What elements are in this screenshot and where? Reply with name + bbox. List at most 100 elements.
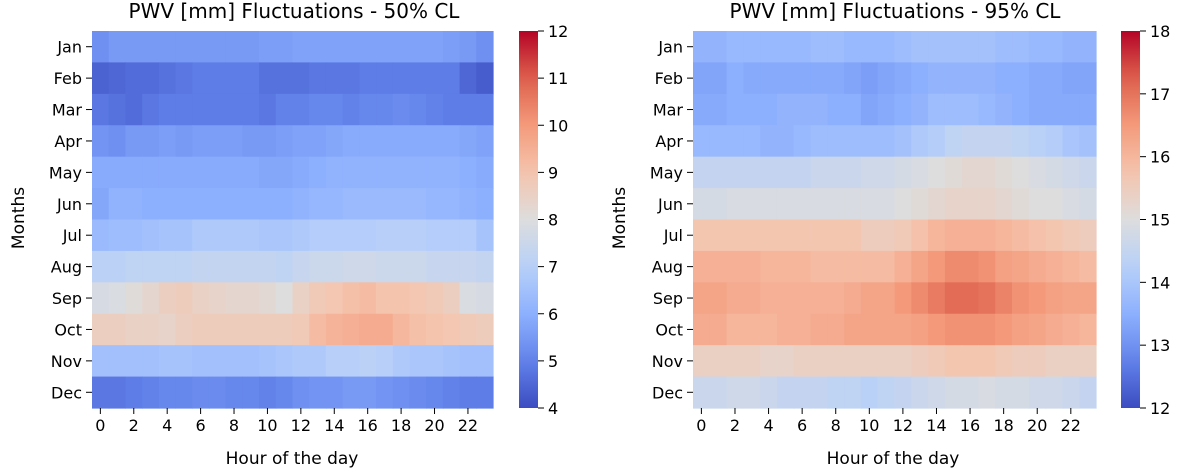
heatmap-cell <box>928 250 946 283</box>
heatmap-cell <box>961 188 980 221</box>
heatmap-cell <box>242 188 260 221</box>
heatmap-cell <box>877 62 896 95</box>
heatmap-cell <box>961 345 980 378</box>
heatmap-cell <box>726 156 744 189</box>
heatmap-cell <box>894 125 912 158</box>
heatmap-cell <box>1045 282 1064 315</box>
x-tick-label: 18 <box>993 416 1013 435</box>
heatmap-cell <box>476 156 494 189</box>
heatmap-cell <box>175 345 193 378</box>
x-tick-label: 20 <box>1027 416 1047 435</box>
heatmap-cell <box>459 188 477 221</box>
heatmap-cell <box>793 313 812 346</box>
heatmap-cell <box>944 219 963 252</box>
heatmap-cell <box>793 376 812 409</box>
heatmap-cell <box>359 125 377 158</box>
heatmap-cell <box>325 125 344 158</box>
heatmap-cell <box>1062 282 1080 315</box>
heatmap-cell <box>860 93 879 126</box>
heatmap-cell <box>1012 345 1030 378</box>
x-tick-label: 2 <box>129 416 139 435</box>
heatmap-cell <box>309 93 327 126</box>
x-tick-label: 4 <box>162 416 172 435</box>
heatmap-cell <box>392 376 411 409</box>
x-tick-label: 0 <box>95 416 105 435</box>
heatmap-cell <box>292 31 310 64</box>
heatmap-cell <box>192 156 210 189</box>
heatmap-cell <box>476 219 494 252</box>
heatmap-cell <box>442 125 461 158</box>
heatmap-cell <box>225 188 243 221</box>
heatmap-cell <box>208 313 227 346</box>
heatmap-cell <box>376 125 394 158</box>
heatmap-cell <box>726 345 744 378</box>
heatmap-cell <box>192 219 210 252</box>
heatmap-cell <box>142 313 160 346</box>
heatmap-cell <box>342 282 360 315</box>
heatmap-cell <box>142 93 160 126</box>
y-tick-label: Dec <box>51 383 82 402</box>
x-tick-label: 16 <box>960 416 980 435</box>
x-axis-label: Hour of the day <box>827 449 960 469</box>
heatmap-cell <box>877 188 896 221</box>
y-tick-label: Apr <box>655 132 683 151</box>
heatmap-cell <box>844 188 862 221</box>
heatmap-cell <box>928 62 946 95</box>
heatmap-cell <box>125 345 143 378</box>
x-tick-label: 22 <box>1061 416 1081 435</box>
heatmap-cell <box>928 125 946 158</box>
heatmap-cell <box>259 93 277 126</box>
heatmap-cell <box>292 282 310 315</box>
heatmap-cell <box>392 282 411 315</box>
heatmap-cell <box>1062 250 1080 283</box>
heatmap-cell <box>158 125 177 158</box>
chart-title: PWV [mm] Fluctuations - 50% CL <box>129 0 461 23</box>
heatmap-cell <box>894 376 912 409</box>
heatmap-cell <box>726 188 744 221</box>
heatmap-cell <box>810 156 828 189</box>
heatmap-cell <box>376 93 394 126</box>
heatmap-cell <box>426 313 444 346</box>
heatmap-cell <box>108 62 127 95</box>
heatmap-cell <box>476 250 494 283</box>
heatmap-cell <box>928 188 946 221</box>
heatmap-cell <box>359 376 377 409</box>
heatmap-cell <box>978 219 996 252</box>
heatmap-cell <box>409 31 427 64</box>
heatmap-cell <box>860 376 879 409</box>
heatmap-cell <box>225 93 243 126</box>
heatmap-cell <box>459 345 477 378</box>
heatmap-cell <box>877 376 896 409</box>
heatmap-cell <box>208 125 227 158</box>
heatmap-cell <box>342 156 360 189</box>
heatmap-cell <box>760 62 778 95</box>
heatmap-cell <box>726 282 744 315</box>
heatmap-cell <box>978 156 996 189</box>
heatmap-cell <box>1045 93 1064 126</box>
heatmap-cell <box>392 62 411 95</box>
heatmap-cell <box>944 93 963 126</box>
heatmap-cell <box>359 250 377 283</box>
heatmap-cell <box>292 188 310 221</box>
y-tick-label: Dec <box>652 383 683 402</box>
heatmap-cells <box>693 31 1097 409</box>
y-tick-label: Jun <box>56 195 82 214</box>
heatmap-cell <box>325 219 344 252</box>
heatmap-cell <box>1012 93 1030 126</box>
heatmap-cell <box>442 219 461 252</box>
heatmap-cell <box>1028 345 1047 378</box>
x-tick-label: 4 <box>763 416 773 435</box>
x-tick-label: 0 <box>696 416 706 435</box>
heatmap-cell <box>259 282 277 315</box>
heatmap-cell <box>158 93 177 126</box>
colorbar-gradient <box>1121 31 1140 408</box>
heatmap-cell <box>760 313 778 346</box>
heatmap-cell <box>392 313 411 346</box>
heatmap-cell <box>928 219 946 252</box>
heatmap-cell <box>426 219 444 252</box>
heatmap-cell <box>476 93 494 126</box>
heatmap-cell <box>259 313 277 346</box>
heatmap-cell <box>860 31 879 64</box>
heatmap-cell <box>810 125 828 158</box>
heatmap-cell <box>208 282 227 315</box>
